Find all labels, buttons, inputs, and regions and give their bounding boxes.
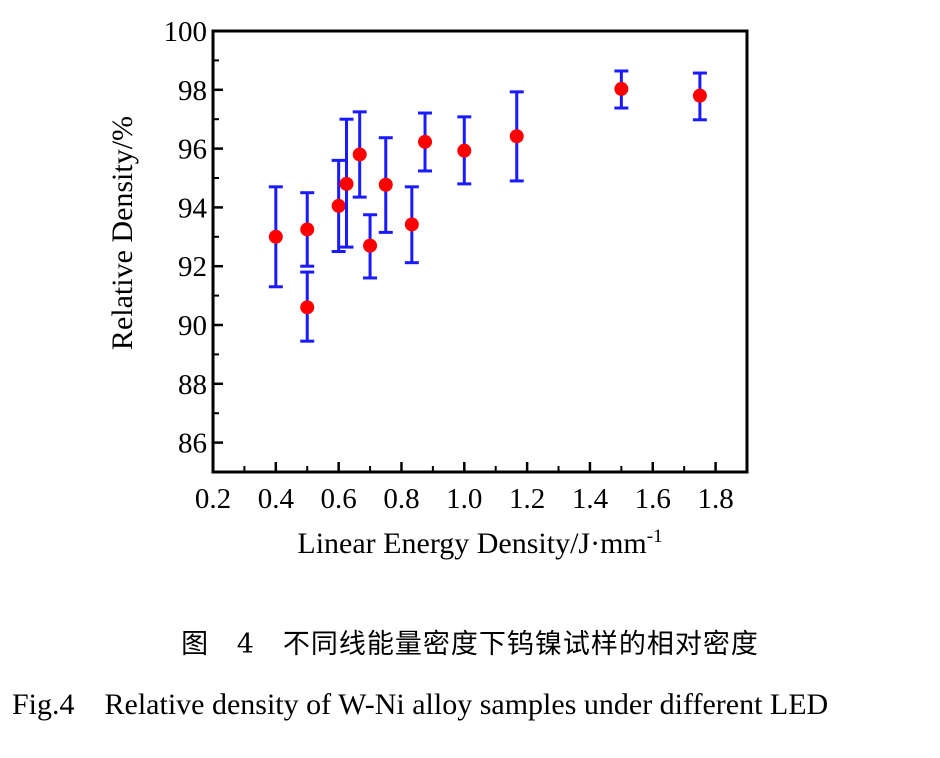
data-point	[339, 176, 354, 191]
data-point-group	[352, 110, 367, 199]
x-tick-label: 1.2	[509, 483, 545, 515]
data-point-group	[363, 213, 378, 280]
y-tick-label: 92	[178, 251, 207, 283]
data-point	[457, 143, 472, 158]
data-point	[404, 217, 419, 232]
x-axis-label: Linear Energy Density/J·mm-1	[297, 526, 662, 560]
data-point	[331, 198, 346, 213]
data-point	[300, 300, 315, 315]
data-point	[509, 129, 524, 144]
y-tick-label: 94	[178, 192, 208, 224]
data-point-group	[300, 191, 315, 268]
y-axis-label: Relative Density/%	[106, 116, 139, 350]
x-tick-label: 0.6	[321, 483, 357, 515]
y-tick-label: 86	[178, 428, 207, 460]
y-tick-label: 90	[178, 310, 207, 342]
data-point-group	[378, 136, 393, 234]
y-tick-label: 96	[178, 134, 207, 166]
figure-caption-english: Fig.4 Relative density of W-Ni alloy sam…	[12, 688, 829, 721]
data-point	[300, 222, 315, 237]
x-tick-label: 0.8	[383, 483, 419, 515]
x-tick-label: 1.0	[446, 483, 482, 515]
y-tick-label: 88	[178, 369, 207, 401]
data-point	[268, 229, 283, 244]
y-tick-label: 98	[178, 75, 207, 107]
data-point-group	[614, 69, 629, 110]
y-tick-label: 100	[164, 16, 208, 48]
data-point	[378, 177, 393, 192]
data-point-group	[692, 71, 707, 122]
x-tick-label: 1.4	[572, 483, 609, 515]
data-point	[692, 88, 707, 103]
figure-caption-chinese: 图 4 不同线能量密度下钨镍试样的相对密度	[181, 629, 759, 660]
x-tick-label: 0.2	[195, 483, 231, 515]
data-point-group	[404, 185, 419, 265]
data-point	[418, 134, 433, 149]
data-point	[363, 238, 378, 253]
data-point-group	[331, 158, 346, 253]
plot-frame	[211, 29, 749, 474]
data-point-group	[418, 111, 433, 173]
data-point-group	[509, 90, 524, 183]
x-tick-label: 0.4	[258, 483, 295, 515]
x-tick-label: 1.8	[697, 483, 733, 515]
data-point	[352, 147, 367, 162]
data-point-group	[268, 185, 283, 289]
data-point	[614, 81, 629, 96]
chart: 0.2 0.4 0.6 0.8 1.0 1.2 1.4 1.6 1.8 86 88 90 92 94 96 9…	[106, 16, 749, 560]
data-point-group	[300, 270, 315, 343]
data-point-group	[339, 117, 354, 249]
x-tick-label: 1.6	[635, 483, 671, 515]
data-point-group	[457, 115, 472, 186]
